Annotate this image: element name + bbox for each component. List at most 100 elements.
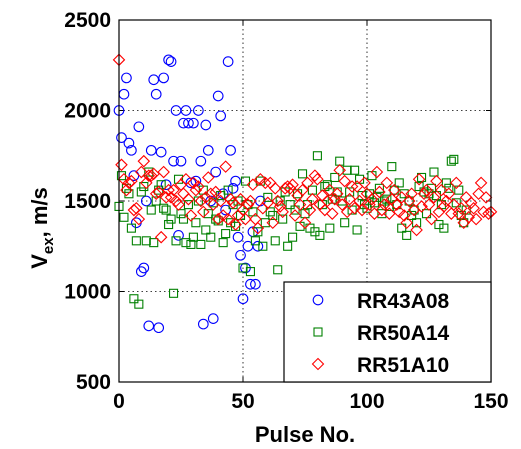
data-point-rr50a14: [414, 181, 424, 192]
data-point-rr50a14: [350, 165, 360, 175]
data-point-rr43a08: [180, 105, 192, 116]
series-rr51a10: [112, 53, 498, 244]
data-point-rr43a08: [126, 144, 137, 156]
data-point-rr51a10: [125, 174, 138, 188]
data-point-rr50a14: [141, 236, 151, 246]
data-point-rr50a14: [119, 212, 129, 222]
data-point-rr50a14: [169, 288, 179, 298]
data-point-rr51a10: [288, 209, 302, 222]
data-point-rr43a08: [148, 74, 160, 86]
data-point-rr51a10: [410, 223, 423, 237]
data-point-rr51a10: [142, 169, 156, 182]
data-point-rr50a14: [394, 178, 404, 188]
data-point-rr50a14: [288, 232, 298, 242]
data-point-rr50a14: [342, 165, 352, 175]
data-point-rr51a10: [308, 169, 322, 182]
data-point-rr51a10: [447, 198, 461, 211]
data-point-rr51a10: [392, 205, 406, 219]
data-point-rr51a10: [259, 176, 272, 190]
data-point-rr51a10: [479, 191, 493, 204]
data-point-rr43a08: [225, 144, 236, 156]
data-point-rr51a10: [358, 176, 371, 190]
data-point-rr51a10: [338, 174, 351, 188]
data-point-rr51a10: [405, 187, 418, 201]
data-point-rr51a10: [172, 198, 185, 211]
data-point-rr51a10: [221, 212, 235, 226]
data-point-rr50a14: [312, 151, 322, 161]
legend-label-rr51a10: RR51A10: [357, 354, 449, 377]
y-axis-label-sub: ex: [40, 237, 57, 254]
x-tick-labels: 0 50 100 150: [113, 390, 508, 413]
y-tick-label: 2500: [64, 9, 111, 32]
data-point-rr51a10: [442, 187, 456, 201]
data-point-rr51a10: [464, 196, 478, 210]
data-point-rr50a14: [181, 238, 191, 248]
data-point-rr51a10: [286, 178, 299, 191]
data-point-rr51a10: [184, 209, 198, 222]
data-point-rr50a14: [203, 209, 213, 219]
data-point-rr51a10: [469, 212, 483, 226]
data-point-rr51a10: [293, 198, 307, 211]
data-point-rr50a14: [273, 265, 283, 275]
data-point-rr43a08: [220, 204, 231, 216]
data-point-rr50a14: [149, 238, 159, 248]
data-point-rr50a14: [188, 232, 198, 242]
data-point-rr51a10: [335, 198, 349, 211]
data-point-rr51a10: [380, 176, 394, 190]
y-axis-label: Vex, m/s: [27, 187, 57, 269]
data-point-rr51a10: [333, 163, 346, 177]
data-point-rr51a10: [318, 203, 332, 217]
data-point-rr51a10: [355, 203, 369, 217]
data-point-rr51a10: [301, 176, 314, 190]
data-point-rr43a08: [235, 249, 246, 261]
data-point-rr50a14: [268, 210, 278, 221]
data-point-rr43a08: [250, 278, 261, 290]
data-point-rr51a10: [298, 216, 312, 229]
legend-box: [283, 281, 492, 383]
data-point-rr50a14: [302, 200, 313, 210]
data-point-rr43a08: [153, 322, 165, 334]
data-point-rr50a14: [166, 214, 176, 224]
data-point-rr51a10: [311, 173, 324, 186]
data-point-rr50a14: [451, 198, 461, 208]
data-point-rr51a10: [400, 216, 413, 229]
data-point-rr51a10: [454, 201, 468, 215]
data-point-rr50a14: [446, 156, 456, 166]
data-point-rr43a08: [245, 278, 256, 290]
data-point-rr50a14: [196, 239, 206, 249]
data-point-rr43a08: [230, 175, 241, 187]
legend-entries: RR43A08 RR50A14 RR51A10: [311, 290, 450, 377]
y-axis-label-main: V: [27, 254, 52, 269]
data-point-rr50a14: [426, 183, 437, 193]
data-point-rr51a10: [246, 178, 260, 191]
data-point-rr51a10: [115, 158, 128, 172]
data-point-rr43a08: [163, 54, 174, 66]
data-point-rr51a10: [467, 201, 480, 215]
data-point-rr50a14: [327, 194, 337, 204]
data-point-rr51a10: [435, 183, 448, 197]
data-point-rr51a10: [140, 176, 153, 190]
data-point-rr51a10: [229, 218, 242, 231]
data-point-rr51a10: [271, 194, 284, 208]
data-point-rr43a08: [123, 137, 135, 149]
data-point-rr50a14: [250, 236, 260, 246]
data-point-rr51a10: [211, 212, 225, 226]
data-point-rr50a14: [151, 196, 161, 206]
data-point-rr51a10: [306, 192, 319, 206]
data-point-rr50a14: [131, 236, 141, 246]
data-point-rr50a14: [417, 172, 427, 183]
data-point-rr50a14: [159, 203, 169, 213]
data-point-rr50a14: [201, 225, 211, 235]
data-series: [112, 53, 498, 334]
data-point-rr51a10: [268, 182, 282, 195]
data-point-rr51a10: [179, 173, 193, 186]
data-point-rr43a08: [210, 166, 222, 178]
data-point-rr50a14: [171, 236, 181, 246]
data-point-rr51a10: [276, 205, 289, 219]
data-point-rr51a10: [412, 173, 426, 186]
data-point-rr50a14: [352, 225, 362, 235]
data-point-rr50a14: [397, 223, 407, 233]
y-tick-label: 500: [76, 371, 111, 394]
data-point-rr51a10: [169, 194, 183, 208]
y-tick-labels: 500 1000 1500 2000 2500: [64, 9, 111, 394]
